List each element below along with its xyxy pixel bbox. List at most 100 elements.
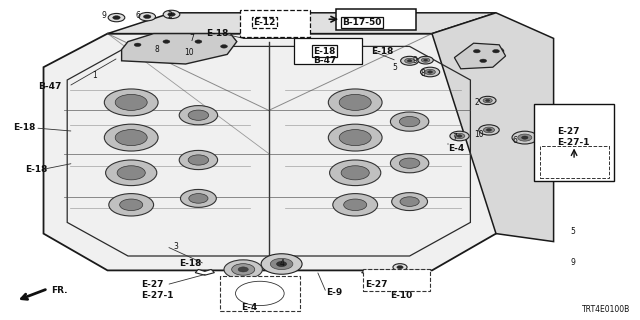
Text: B-47: B-47 (38, 82, 62, 91)
Circle shape (418, 56, 433, 64)
Circle shape (263, 19, 277, 26)
Polygon shape (108, 13, 496, 34)
Circle shape (189, 194, 208, 203)
Circle shape (512, 131, 538, 144)
Circle shape (113, 16, 120, 20)
Circle shape (261, 254, 302, 274)
Circle shape (479, 96, 496, 105)
FancyBboxPatch shape (540, 146, 609, 178)
Circle shape (109, 194, 154, 216)
Circle shape (257, 16, 283, 29)
Circle shape (276, 261, 287, 267)
Circle shape (139, 12, 156, 21)
Circle shape (399, 158, 420, 168)
Circle shape (115, 94, 147, 110)
Circle shape (256, 291, 264, 296)
Text: E-10: E-10 (390, 292, 413, 300)
Polygon shape (195, 269, 214, 275)
Polygon shape (454, 43, 506, 69)
Circle shape (476, 57, 491, 65)
Text: 6: 6 (513, 136, 518, 145)
Circle shape (480, 59, 486, 62)
Text: 3: 3 (173, 242, 179, 251)
Circle shape (479, 125, 499, 135)
Circle shape (483, 98, 492, 103)
Circle shape (195, 40, 202, 43)
Circle shape (179, 106, 218, 125)
Text: 5: 5 (392, 63, 397, 72)
Text: 9: 9 (412, 56, 417, 65)
Circle shape (104, 124, 158, 151)
Circle shape (328, 89, 382, 116)
Circle shape (454, 133, 465, 139)
Circle shape (163, 40, 170, 43)
Text: 5: 5 (570, 228, 575, 236)
Circle shape (390, 275, 404, 282)
Circle shape (571, 167, 577, 171)
Circle shape (130, 41, 145, 49)
Circle shape (399, 116, 420, 127)
Text: B-47: B-47 (314, 56, 337, 65)
Polygon shape (44, 34, 496, 270)
Text: 7: 7 (189, 34, 195, 43)
Circle shape (522, 136, 528, 139)
Text: E-27-1: E-27-1 (141, 291, 173, 300)
Text: FR.: FR. (51, 286, 68, 295)
Text: 2: 2 (167, 12, 172, 20)
FancyBboxPatch shape (220, 276, 300, 311)
Text: 8: 8 (420, 69, 425, 78)
Circle shape (392, 193, 428, 211)
Polygon shape (122, 34, 237, 64)
Circle shape (224, 260, 262, 279)
Circle shape (328, 124, 382, 151)
Circle shape (390, 154, 429, 173)
Circle shape (401, 56, 419, 65)
Circle shape (518, 134, 532, 141)
Circle shape (428, 71, 433, 73)
Text: E-27-1: E-27-1 (557, 138, 589, 147)
Circle shape (393, 264, 407, 271)
Circle shape (425, 69, 435, 75)
Circle shape (457, 135, 462, 137)
FancyBboxPatch shape (534, 104, 614, 181)
Circle shape (344, 199, 367, 211)
Circle shape (179, 150, 218, 170)
Text: E-27: E-27 (365, 280, 387, 289)
Text: E-9: E-9 (326, 288, 342, 297)
Circle shape (339, 130, 371, 146)
Circle shape (243, 285, 276, 302)
Circle shape (404, 58, 415, 63)
Text: 8: 8 (154, 45, 159, 54)
Circle shape (339, 94, 371, 110)
Circle shape (168, 12, 175, 16)
Text: E-18: E-18 (314, 47, 336, 56)
Text: 2: 2 (474, 98, 479, 107)
Circle shape (493, 50, 499, 53)
Circle shape (104, 89, 158, 116)
Text: E-4: E-4 (448, 144, 464, 153)
Circle shape (474, 50, 480, 53)
Text: TRT4E0100B: TRT4E0100B (582, 305, 630, 314)
FancyBboxPatch shape (336, 9, 416, 30)
Circle shape (483, 127, 495, 133)
Circle shape (375, 276, 390, 284)
Text: 10: 10 (184, 48, 194, 57)
Circle shape (424, 59, 428, 61)
Circle shape (278, 262, 285, 266)
Text: 9: 9 (102, 12, 107, 20)
Circle shape (567, 165, 581, 172)
Polygon shape (243, 13, 298, 38)
Text: 6: 6 (135, 12, 140, 20)
Circle shape (180, 189, 216, 207)
Circle shape (469, 47, 484, 55)
Circle shape (486, 100, 490, 101)
Circle shape (394, 277, 400, 280)
Circle shape (270, 258, 293, 270)
Circle shape (143, 15, 151, 19)
Circle shape (561, 163, 587, 175)
Circle shape (273, 260, 291, 268)
Circle shape (108, 13, 125, 22)
Circle shape (216, 43, 232, 50)
Circle shape (486, 129, 492, 131)
Circle shape (380, 278, 386, 282)
